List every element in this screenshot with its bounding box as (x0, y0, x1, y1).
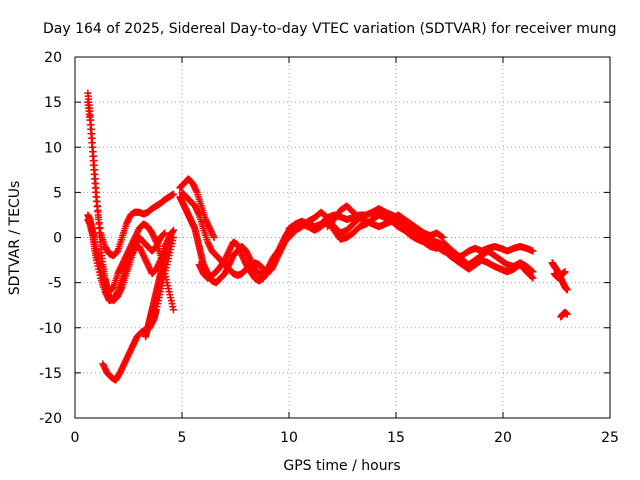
y-tick-label: -10 (39, 321, 62, 337)
x-tick-label: 15 (387, 430, 405, 446)
data-point (169, 226, 177, 234)
y-tick-label: 20 (44, 50, 62, 66)
y-axis-label: SDTVAR / TECUs (7, 181, 23, 296)
x-tick-label: 20 (494, 430, 512, 446)
grid (75, 57, 610, 418)
x-tick-label: 0 (71, 430, 80, 446)
data-point (561, 268, 569, 276)
data-point (169, 190, 177, 198)
chart-title: Day 164 of 2025, Sidereal Day-to-day VTE… (43, 21, 617, 37)
data-point (161, 229, 169, 237)
data-point (528, 267, 536, 275)
data-point (529, 268, 537, 276)
data-point (169, 306, 177, 314)
data-point (438, 233, 446, 241)
data-points (84, 89, 571, 384)
data-point (529, 247, 537, 255)
data-point (281, 238, 289, 246)
data-point (563, 310, 571, 318)
y-tick-label: -15 (39, 366, 62, 382)
y-tick-label: 0 (53, 231, 62, 247)
data-point (528, 273, 536, 281)
data-point (529, 274, 537, 282)
x-tick-label: 25 (601, 430, 619, 446)
data-point (210, 234, 218, 241)
x-axis-label: GPS time / hours (283, 458, 400, 474)
data-point (165, 234, 173, 241)
y-tick-label: 10 (44, 140, 62, 156)
x-tick-label: 10 (280, 430, 298, 446)
data-point (563, 286, 571, 294)
y-tick-label: 5 (53, 185, 62, 201)
axes: 0 5 10 15 20 25 -20 -15 -10 -5 0 5 10 15 20 (39, 50, 619, 446)
y-tick-label: -20 (39, 411, 62, 427)
y-tick-label: -5 (48, 276, 62, 292)
y-tick-label: 15 (44, 95, 62, 111)
x-tick-label: 5 (178, 430, 187, 446)
